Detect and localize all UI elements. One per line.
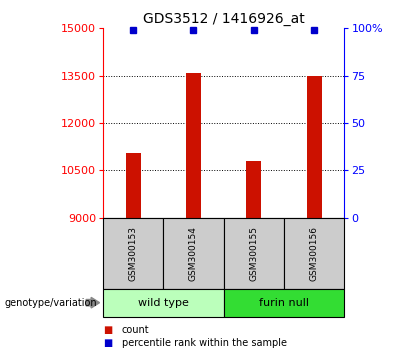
Bar bbox=[103, 289, 223, 317]
Bar bbox=[246, 161, 261, 218]
Text: GSM300156: GSM300156 bbox=[310, 225, 319, 281]
Bar bbox=[163, 218, 223, 289]
Text: percentile rank within the sample: percentile rank within the sample bbox=[122, 338, 287, 348]
Text: wild type: wild type bbox=[138, 298, 189, 308]
Bar bbox=[307, 76, 322, 218]
Bar bbox=[126, 153, 141, 218]
Title: GDS3512 / 1416926_at: GDS3512 / 1416926_at bbox=[143, 12, 304, 26]
Text: furin null: furin null bbox=[259, 298, 309, 308]
Text: count: count bbox=[122, 325, 150, 335]
Bar bbox=[223, 218, 284, 289]
Bar bbox=[223, 289, 344, 317]
Bar bbox=[103, 218, 163, 289]
Bar bbox=[186, 73, 201, 218]
Text: GSM300155: GSM300155 bbox=[249, 225, 258, 281]
Text: ■: ■ bbox=[103, 338, 112, 348]
Text: GSM300154: GSM300154 bbox=[189, 225, 198, 281]
Text: ■: ■ bbox=[103, 325, 112, 335]
Text: genotype/variation: genotype/variation bbox=[4, 298, 97, 308]
Text: GSM300153: GSM300153 bbox=[129, 225, 138, 281]
Bar bbox=[284, 218, 344, 289]
